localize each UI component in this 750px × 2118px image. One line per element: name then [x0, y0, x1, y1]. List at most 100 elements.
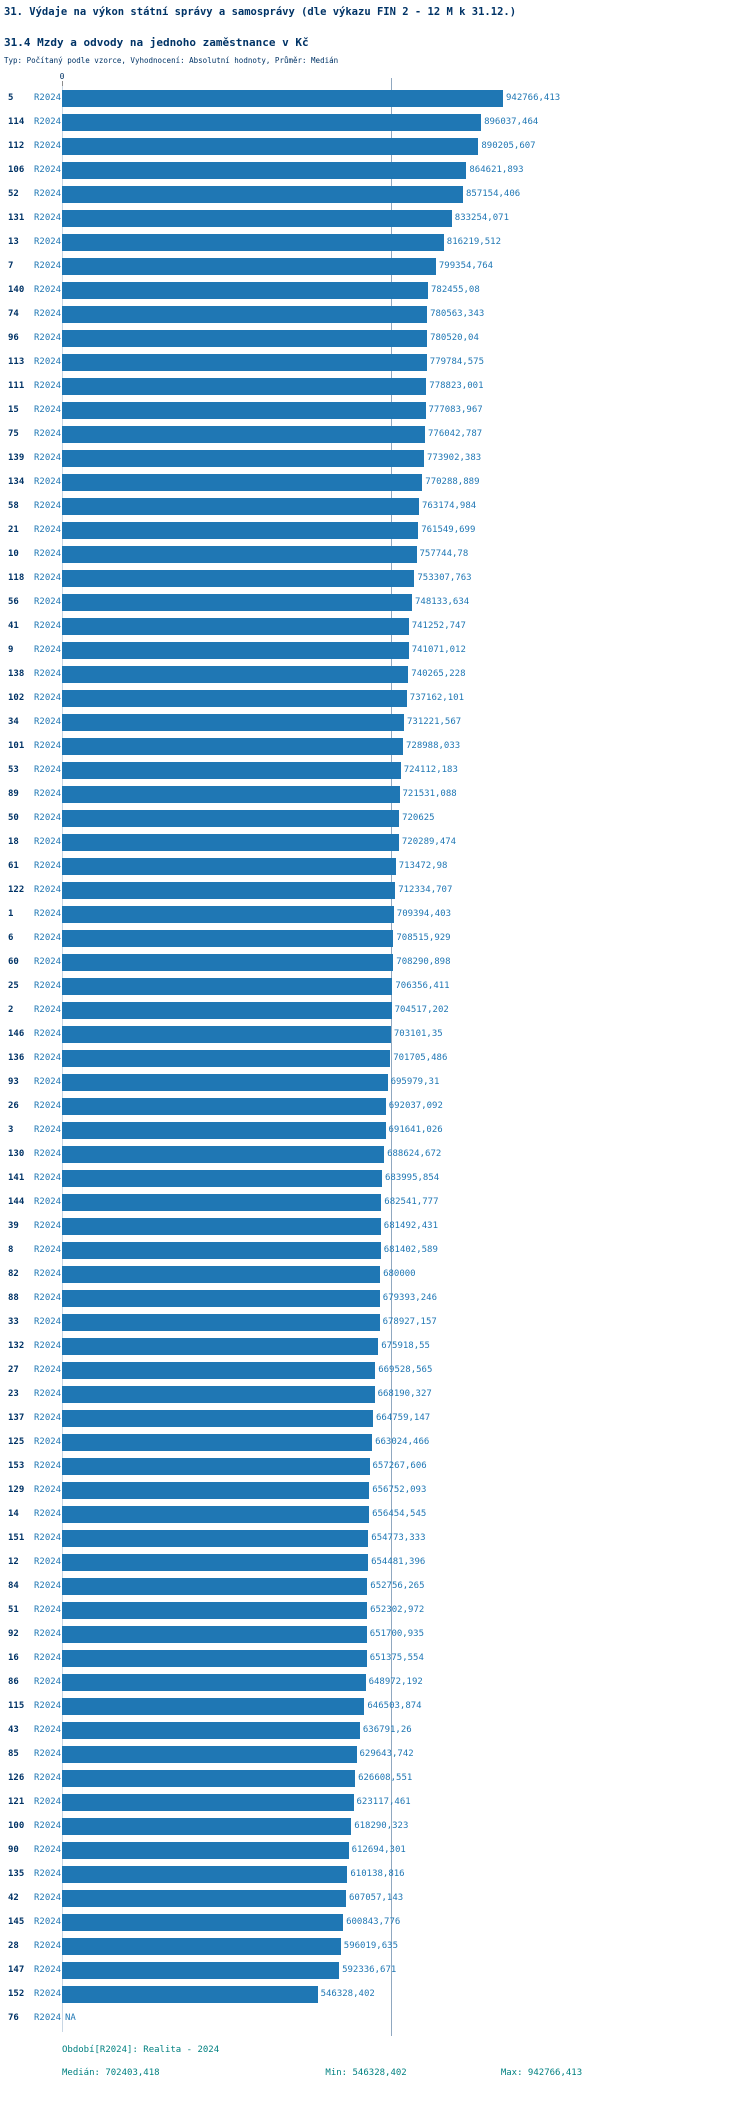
chart-row: 151 R2024 654773,333	[4, 1526, 750, 1550]
row-series-label: R2024	[34, 597, 62, 607]
value-bar	[62, 689, 407, 707]
bar-area: 651700,935	[62, 1625, 750, 1643]
row-series-label: R2024	[34, 1221, 62, 1231]
footer-min-label: Min: 546328,402	[325, 2068, 407, 2078]
bar-area: NA	[62, 2010, 750, 2027]
row-series-label: R2024	[34, 1797, 62, 1807]
bar-value-label: 712334,707	[398, 885, 453, 895]
value-bar	[62, 305, 428, 323]
bar-value-label: 691641,026	[388, 1125, 443, 1135]
row-series-label: R2024	[34, 1581, 62, 1591]
row-series-label: R2024	[34, 693, 62, 703]
row-series-label: R2024	[34, 621, 62, 631]
bar-value-label: 636791,26	[362, 1725, 412, 1735]
row-id-label: 139	[8, 453, 25, 463]
row-series-label: R2024	[34, 1629, 62, 1639]
bar-area: 600843,776	[62, 1913, 750, 1931]
value-bar	[62, 497, 419, 515]
value-bar	[62, 857, 396, 875]
bar-area: 592336,671	[62, 1961, 750, 1979]
row-id-label: 34	[8, 717, 19, 727]
chart-row: 115 R2024 646503,874	[4, 1694, 750, 1718]
bar-value-label: 763174,984	[422, 501, 477, 511]
bar-value-label: 777083,967	[428, 405, 483, 415]
chart-row: 33 R2024 678927,157	[4, 1310, 750, 1334]
row-series-label: R2024	[34, 1005, 62, 1015]
chart-footer: Období[R2024]: Realita - 2024 Medián: 70…	[62, 2044, 750, 2079]
row-series-label: R2024	[34, 573, 62, 583]
value-bar	[62, 473, 423, 491]
row-id-label: 132	[8, 1341, 25, 1351]
row-series-label: R2024	[34, 2013, 62, 2023]
row-id-label: 12	[8, 1557, 19, 1567]
bar-value-label: 724112,183	[403, 765, 458, 775]
chart-row: 2 R2024 704517,202	[4, 998, 750, 1022]
bar-area: 664759,147	[62, 1409, 750, 1427]
bar-area: 704517,202	[62, 1001, 750, 1019]
bar-area: 663024,466	[62, 1433, 750, 1451]
chart-row: 100 R2024 618290,323	[4, 1814, 750, 1838]
row-id-label: 125	[8, 1437, 25, 1447]
row-id-label: 28	[8, 1941, 19, 1951]
bar-area: 654481,396	[62, 1553, 750, 1571]
chart-row: 136 R2024 701705,486	[4, 1046, 750, 1070]
bar-value-label: 546328,402	[320, 1989, 375, 1999]
chart-row: 5 R2024 942766,413	[4, 86, 750, 110]
bar-value-label: 857154,406	[466, 189, 521, 199]
chart-row: 74 R2024 780563,343	[4, 302, 750, 326]
row-series-label: R2024	[34, 1461, 62, 1471]
bar-value-label: 708290,898	[396, 957, 451, 967]
row-series-label: R2024	[34, 1941, 62, 1951]
row-series-label: R2024	[34, 1557, 62, 1567]
bar-value-label: 651700,935	[369, 1629, 424, 1639]
value-bar	[62, 113, 482, 131]
row-id-label: 52	[8, 189, 19, 199]
bar-area: 753307,763	[62, 569, 750, 587]
footer-period-label: Období[R2024]: Realita - 2024	[62, 2045, 220, 2055]
chart-row: 75 R2024 776042,787	[4, 422, 750, 446]
bar-area: 688624,672	[62, 1145, 750, 1163]
row-id-label: 152	[8, 1989, 25, 1999]
value-bar	[62, 1865, 348, 1883]
bar-value-label: 704517,202	[394, 1005, 449, 1015]
row-series-label: R2024	[34, 525, 62, 535]
bar-value-label: 663024,466	[375, 1437, 430, 1447]
bar-value-label: 741071,012	[411, 645, 466, 655]
row-series-label: R2024	[34, 1101, 62, 1111]
bar-area: 626608,551	[62, 1769, 750, 1787]
chart-row: 50 R2024 720625	[4, 806, 750, 830]
value-bar	[62, 1433, 373, 1451]
value-bar	[62, 1937, 341, 1955]
chart-row: 16 R2024 651375,554	[4, 1646, 750, 1670]
bar-value-label: 656752,093	[372, 1485, 427, 1495]
footer-median-label: Medián: 702403,418	[62, 2068, 160, 2078]
value-bar	[62, 1721, 360, 1739]
chart-row: 51 R2024 652302,972	[4, 1598, 750, 1622]
bar-area: 683995,854	[62, 1169, 750, 1187]
value-bar	[62, 1649, 367, 1667]
value-bar	[62, 1265, 381, 1283]
value-bar	[62, 1241, 381, 1259]
bar-value-label: 706356,411	[395, 981, 450, 991]
bar-area: 770288,889	[62, 473, 750, 491]
chart-row: 3 R2024 691641,026	[4, 1118, 750, 1142]
chart-row: 139 R2024 773902,383	[4, 446, 750, 470]
bar-value-label: 678927,157	[382, 1317, 437, 1327]
value-bar	[62, 1745, 357, 1763]
row-id-label: 14	[8, 1509, 19, 1519]
bar-value-label: NA	[65, 2013, 76, 2023]
bar-value-label: 623117,461	[356, 1797, 411, 1807]
chart-row: 146 R2024 703101,35	[4, 1022, 750, 1046]
row-series-label: R2024	[34, 261, 62, 271]
chart-row: 137 R2024 664759,147	[4, 1406, 750, 1430]
bar-value-label: 737162,101	[409, 693, 464, 703]
chart-row: 61 R2024 713472,98	[4, 854, 750, 878]
row-id-label: 111	[8, 381, 25, 391]
value-bar	[62, 1073, 388, 1091]
value-bar	[62, 89, 503, 107]
bar-area: 731221,567	[62, 713, 750, 731]
bar-value-label: 612694,301	[351, 1845, 406, 1855]
value-bar	[62, 1121, 386, 1139]
row-id-label: 42	[8, 1893, 19, 1903]
bar-area: 692037,092	[62, 1097, 750, 1115]
